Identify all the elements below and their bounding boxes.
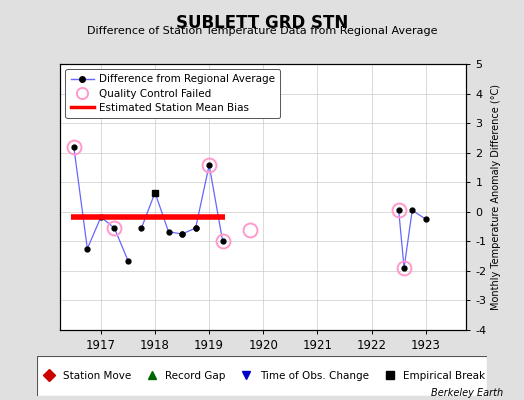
Legend: Station Move, Record Gap, Time of Obs. Change, Empirical Break: Station Move, Record Gap, Time of Obs. C… <box>36 368 488 384</box>
FancyBboxPatch shape <box>37 356 487 396</box>
Text: Berkeley Earth: Berkeley Earth <box>431 388 503 398</box>
Text: SUBLETT GRD STN: SUBLETT GRD STN <box>176 14 348 32</box>
Legend: Difference from Regional Average, Quality Control Failed, Estimated Station Mean: Difference from Regional Average, Qualit… <box>66 69 280 118</box>
Text: Difference of Station Temperature Data from Regional Average: Difference of Station Temperature Data f… <box>87 26 437 36</box>
Y-axis label: Monthly Temperature Anomaly Difference (°C): Monthly Temperature Anomaly Difference (… <box>490 84 500 310</box>
